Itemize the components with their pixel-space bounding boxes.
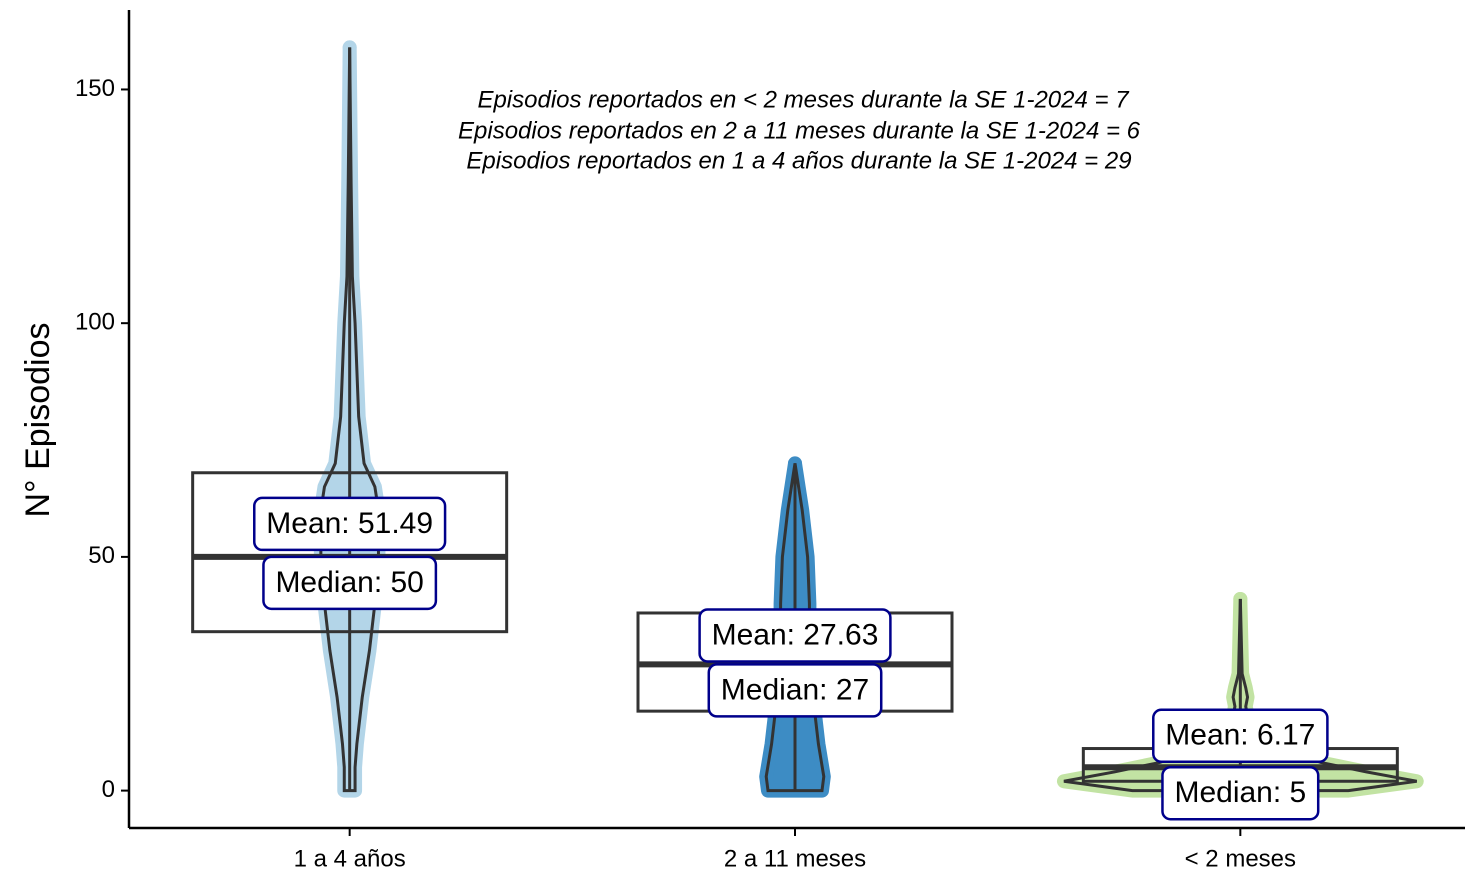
annotation: Episodios reportados en 2 a 11 meses dur… — [458, 117, 1141, 144]
label-text: Mean: 51.49 — [266, 507, 433, 540]
label-box — [707, 663, 883, 718]
label-box — [1161, 765, 1320, 821]
x-tick-label: 2 a 11 meses — [724, 845, 866, 872]
label-text: Median: 50 — [275, 566, 423, 599]
value-label: Median: 27 — [707, 663, 883, 718]
y-axis-title: N° Episodios — [19, 322, 57, 517]
value-label: Median: 5 — [1161, 765, 1320, 821]
label-text: Mean: 27.63 — [712, 618, 879, 651]
value-label: Median: 50 — [262, 555, 438, 611]
annotation: Episodios reportados en 1 a 4 años duran… — [466, 147, 1131, 174]
label-text: Median: 5 — [1174, 776, 1306, 809]
value-label: Mean: 27.63 — [698, 608, 892, 663]
label-box — [698, 608, 892, 663]
y-tick-label: 50 — [88, 542, 115, 569]
label-box — [262, 555, 438, 611]
y-tick-label: 150 — [75, 75, 115, 102]
x-tick-label: 1 a 4 años — [294, 845, 406, 872]
label-text: Median: 27 — [721, 673, 869, 706]
label-box — [1152, 708, 1329, 764]
y-tick-label: 0 — [102, 776, 115, 803]
value-label: Mean: 51.49 — [253, 496, 447, 552]
x-tick-label: < 2 meses — [1185, 845, 1296, 872]
box — [191, 471, 509, 634]
value-label: Mean: 6.17 — [1152, 708, 1329, 764]
y-tick-label: 100 — [75, 309, 115, 336]
label-text: Mean: 6.17 — [1165, 719, 1315, 752]
label-box — [253, 496, 447, 552]
annotation: Episodios reportados en < 2 meses durant… — [477, 86, 1130, 113]
